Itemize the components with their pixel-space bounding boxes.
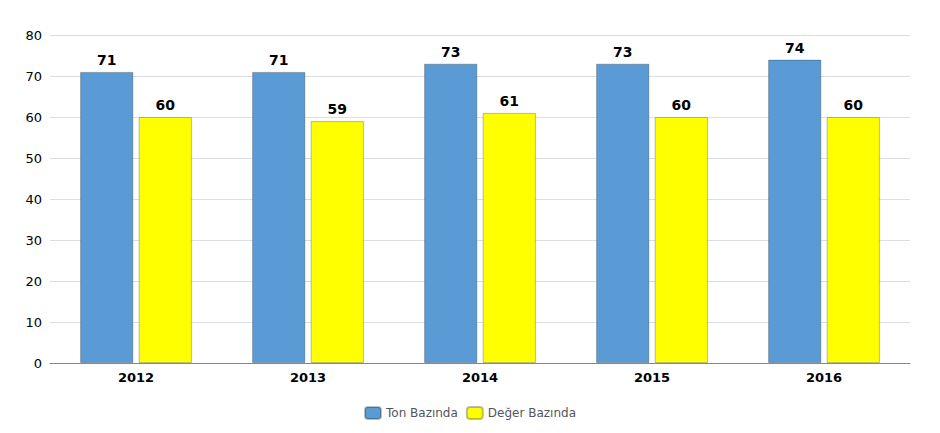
svg-text:20: 20 <box>25 274 42 289</box>
svg-text:74: 74 <box>785 40 805 56</box>
svg-text:73: 73 <box>441 44 460 60</box>
svg-text:2015: 2015 <box>634 370 670 385</box>
svg-text:60: 60 <box>672 97 692 113</box>
svg-text:50: 50 <box>25 151 42 166</box>
svg-text:60: 60 <box>25 110 42 125</box>
svg-text:70: 70 <box>25 69 42 84</box>
svg-text:60: 60 <box>844 97 864 113</box>
svg-text:0: 0 <box>34 356 42 371</box>
svg-text:Ton Bazında: Ton Bazında <box>385 406 458 420</box>
svg-text:59: 59 <box>328 101 347 117</box>
svg-text:Değer Bazında: Değer Bazında <box>488 406 576 420</box>
svg-text:40: 40 <box>25 192 42 207</box>
svg-text:60: 60 <box>156 97 176 113</box>
svg-text:73: 73 <box>613 44 632 60</box>
svg-text:2016: 2016 <box>806 370 842 385</box>
svg-text:2014: 2014 <box>462 370 498 385</box>
svg-text:71: 71 <box>97 52 116 68</box>
svg-text:30: 30 <box>25 233 42 248</box>
svg-text:10: 10 <box>25 315 42 330</box>
svg-text:80: 80 <box>25 28 42 43</box>
svg-text:61: 61 <box>500 93 519 109</box>
svg-text:2013: 2013 <box>290 370 326 385</box>
svg-text:2012: 2012 <box>118 370 154 385</box>
svg-text:71: 71 <box>269 52 288 68</box>
